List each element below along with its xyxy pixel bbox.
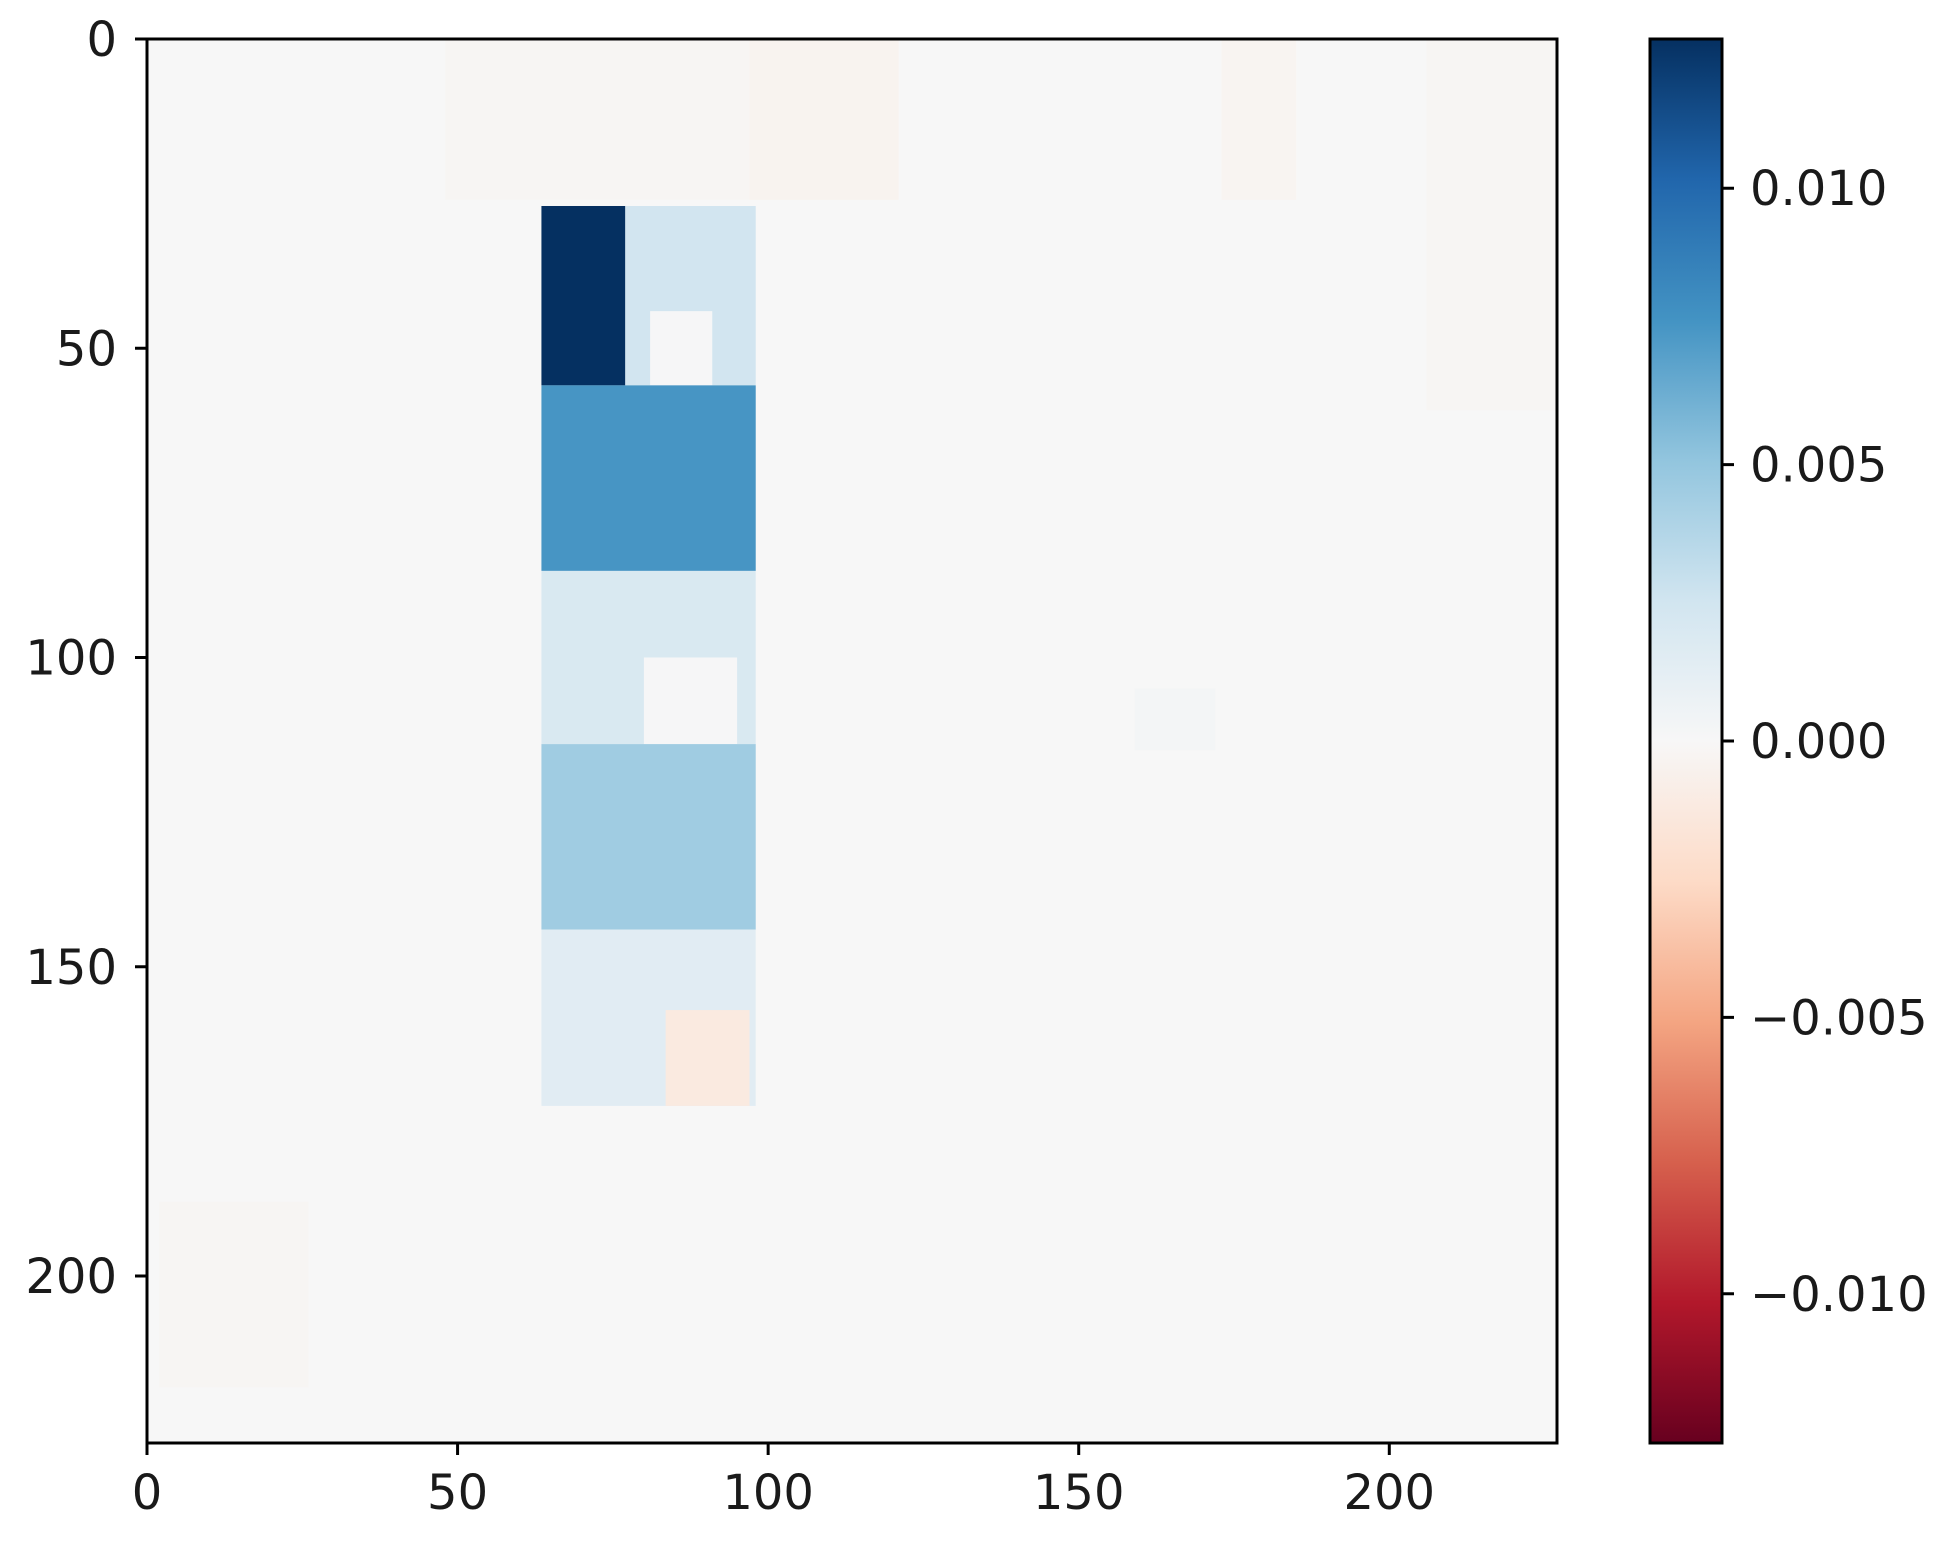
x-axis: 0 50 100 150 200 (132, 1443, 1435, 1521)
y-tick-label: 100 (25, 631, 117, 687)
colorbar-tick-label: 0.000 (1750, 714, 1887, 770)
heatmap-region-band-5-warm-notch (665, 1010, 750, 1106)
colorbar-tick-label: −0.005 (1750, 990, 1928, 1046)
x-tick-label: 200 (1343, 1465, 1435, 1521)
heatmap-region-faint-warm-bottom-left (159, 1201, 309, 1388)
heatmap-region-faint-cool-mid (1134, 688, 1216, 751)
y-tick-label: 200 (25, 1249, 117, 1305)
x-tick-label: 150 (1033, 1465, 1125, 1521)
heatmap-region-band-2-strong (541, 385, 756, 571)
colorbar: −0.010 −0.005 0.000 0.005 0.010 (1648, 37, 1928, 1445)
plot-frame (145, 37, 1559, 1445)
heatmap-region-faint-warm-top-3 (1221, 39, 1297, 200)
x-tick-label: 0 (132, 1465, 163, 1521)
plot-background (147, 39, 1557, 1443)
heatmap-cells (159, 39, 1557, 1388)
y-tick-label: 50 (56, 321, 117, 377)
x-tick-label: 100 (722, 1465, 814, 1521)
colorbar-gradient (1648, 37, 1724, 1445)
x-tick-label: 50 (427, 1465, 488, 1521)
heatmap-region-band-1-darkest (541, 205, 626, 386)
heatmap-region-band-1-notch (650, 311, 713, 386)
colorbar-tick-label: 0.005 (1750, 438, 1887, 494)
colorbar-tick-label: 0.010 (1750, 161, 1887, 217)
heatmap-region-faint-warm-top-2 (749, 39, 899, 200)
plot-area (145, 37, 1559, 1445)
y-tick-label: 0 (86, 12, 117, 68)
heatmap-region-faint-warm-right (1426, 39, 1557, 411)
heatmap-region-band-4-medium (541, 744, 756, 930)
heatmap-region-faint-warm-top-1 (445, 39, 750, 200)
heatmap-region-band-3-notch (643, 657, 738, 745)
colorbar-ticks: −0.010 −0.005 0.000 0.005 0.010 (1722, 161, 1928, 1323)
colorbar-tick-label: −0.010 (1750, 1267, 1928, 1323)
y-axis: 0 50 100 150 200 (25, 12, 147, 1305)
y-tick-label: 150 (25, 940, 117, 996)
